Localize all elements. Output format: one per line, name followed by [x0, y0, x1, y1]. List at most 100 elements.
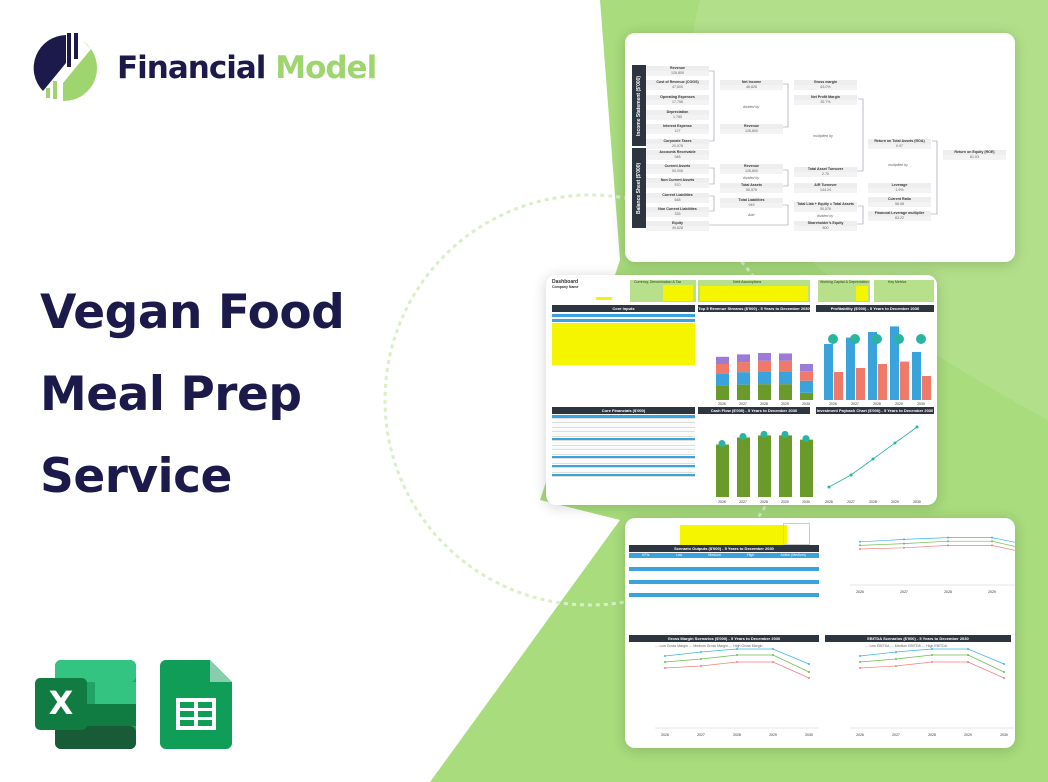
scenario-point-low — [859, 667, 861, 669]
metric-value: 50,576 — [794, 207, 857, 212]
revenue-bar-segment — [800, 392, 813, 400]
column-header: Low — [675, 553, 683, 557]
core-financials-header: Core Financials ($'000) — [552, 407, 695, 414]
revenue-bar-segment — [737, 384, 750, 400]
year-tick: 2029 — [781, 500, 789, 504]
scenario-point-medium — [808, 671, 810, 673]
metric-value: 47,600 — [646, 85, 709, 90]
legend-item: Low Gross Margin — [659, 644, 688, 648]
scenario-panel: Scenario Outputs ($'000) - 5 Years to De… — [625, 518, 1015, 748]
metric-label: Net Income — [720, 80, 783, 85]
metric-label: Revenue — [720, 164, 783, 169]
scenario-point-low — [772, 661, 774, 663]
year-tick: 2026 — [718, 500, 726, 504]
metric-box: Accounts Receivable 948 — [646, 150, 709, 160]
connector-multiplied: multiplied by — [813, 134, 833, 138]
metric-label: Total Liab + Equity = Total Assets — [794, 202, 857, 207]
metric-label: Operating Expenses — [646, 95, 709, 100]
metric-label: Total Liabilities — [720, 198, 783, 203]
revenue-bar-segment — [716, 385, 729, 400]
cash-flow-header: Cash Flow ($'000) - 5 Years to December … — [698, 407, 810, 414]
column-header: Medium — [708, 553, 721, 557]
revenue-bar-segment — [758, 384, 771, 400]
scenario-point-high — [664, 655, 666, 657]
payback-point — [827, 485, 831, 489]
scenario-point-high — [947, 536, 949, 539]
debt-section: Debt Assumptions — [698, 280, 810, 302]
metric-label: Total Assets — [720, 183, 783, 188]
revenue-bar-segment — [800, 371, 813, 381]
input-cells[interactable] — [856, 286, 868, 301]
year-tick: 2027 — [697, 733, 705, 737]
scenario-select[interactable] — [596, 297, 612, 300]
scenario-point-medium — [859, 544, 861, 547]
year-tick: 2026 — [856, 590, 864, 594]
scenario-outputs-title: Scenario Outputs ($'000) - 5 Years to De… — [629, 545, 819, 552]
payback-point — [915, 425, 919, 429]
metric-box: Interest Expense 127 — [646, 124, 709, 134]
metric-label: Net Profit Margin — [794, 95, 857, 100]
input-cells[interactable] — [700, 286, 808, 301]
revenue-bar-segment — [800, 364, 813, 372]
year-tick: 2028 — [733, 733, 741, 737]
margin-marker — [894, 334, 904, 344]
metric-box: Shareholder's Equity 800 — [794, 221, 857, 231]
revenue-bar — [824, 344, 833, 400]
input-cells[interactable] — [663, 285, 693, 301]
ebitda-bar — [922, 376, 931, 400]
brand-name-part2: Model — [275, 50, 377, 86]
company-name: Company Name — [552, 285, 579, 289]
scenario-point-medium — [700, 658, 702, 660]
metric-label: Non Current Liabilities — [646, 207, 709, 212]
year-tick: 2030 — [802, 402, 810, 406]
scenario-line-medium — [664, 654, 810, 673]
ebitda-bar — [856, 368, 865, 400]
table-row — [629, 567, 819, 571]
core-inputs-table[interactable] — [552, 323, 695, 365]
metric-value: 127 — [646, 129, 709, 134]
metric-value: 63.0% — [794, 85, 857, 90]
metric-box: Return on Equity (ROE) 61.03 — [943, 150, 1006, 160]
year-tick: 2027 — [851, 402, 859, 406]
scenario-inputs[interactable] — [680, 525, 787, 545]
metric-value: 50,576 — [720, 188, 783, 193]
metric-value: 35.7% — [794, 100, 857, 105]
cash-flow-bar — [779, 435, 792, 497]
metric-label: Current Assets — [646, 164, 709, 169]
revenue-streams-header: Top 5 Revenue Streams ($'000) - 5 Years … — [698, 305, 810, 312]
metric-value: 17,758 — [646, 100, 709, 105]
legend-item: Medium EBITDA — [894, 644, 921, 648]
metric-label: Non Current Assets — [646, 178, 709, 183]
year-tick: 2029 — [781, 402, 789, 406]
year-tick: 2027 — [739, 500, 747, 504]
scenario-point-high — [700, 651, 702, 653]
scenario-line-medium — [859, 654, 1005, 673]
metric-value: 50,006 — [646, 169, 709, 174]
gross-legend: — Low Gross Margin — Medium Gross Margin… — [655, 644, 763, 648]
metric-value: 58.98 — [868, 202, 931, 207]
scenario-point-low — [967, 661, 969, 663]
revenue-bar — [846, 337, 855, 400]
scenario-point-high — [1003, 663, 1005, 665]
working-capital-section: Working Capital & Depreciation — [818, 280, 870, 302]
scenario-point-low — [700, 665, 702, 667]
metric-value: 1,785 — [646, 115, 709, 120]
year-tick: 2030 — [805, 733, 813, 737]
year-tick: 2026 — [661, 733, 669, 737]
metric-value: 570 — [646, 183, 709, 188]
year-tick: 2029 — [964, 733, 972, 737]
metric-label: Current Ratio — [868, 197, 931, 202]
title-line: Vegan Food — [40, 285, 345, 340]
metric-label: A/R Turnover — [794, 183, 857, 188]
scenario-point-medium — [664, 661, 666, 663]
brand-name-part1: Financial — [117, 50, 266, 86]
scenario-point-high — [967, 648, 969, 650]
scenario-point-high — [736, 648, 738, 650]
metric-box: Operating Expenses 17,758 — [646, 95, 709, 105]
cash-marker — [760, 430, 768, 438]
ebitda-bar — [878, 364, 887, 400]
metric-label: Current Liabilities — [646, 193, 709, 198]
scenario-point-high — [772, 648, 774, 650]
metric-label: Corporate Taxes — [646, 139, 709, 144]
core-inputs-header: Core Inputs — [552, 305, 695, 312]
